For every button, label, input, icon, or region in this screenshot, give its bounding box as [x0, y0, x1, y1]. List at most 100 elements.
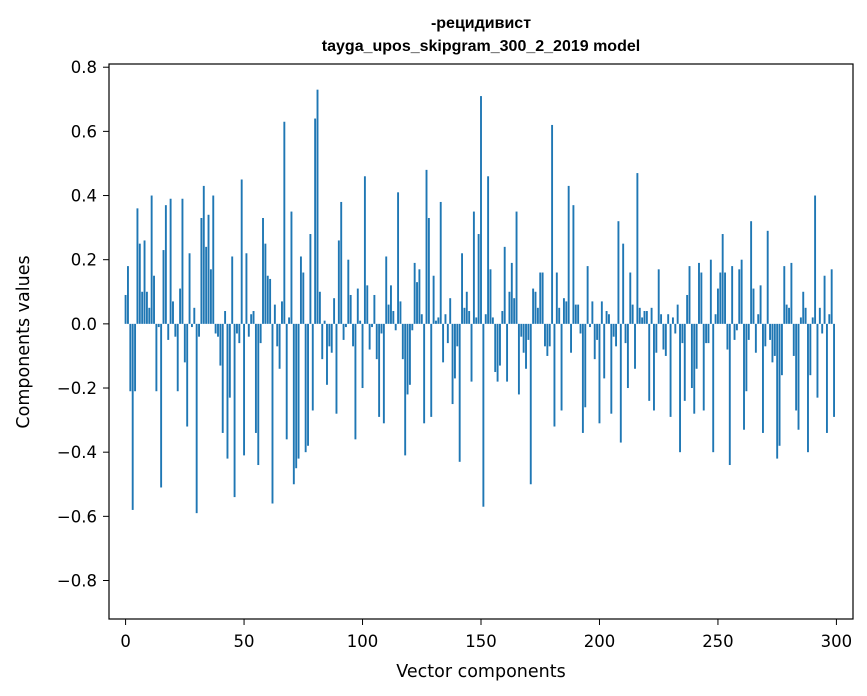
- bar-126: [423, 323, 426, 424]
- bar-4: [134, 323, 137, 392]
- bar-288: [807, 323, 809, 453]
- bar-239: [690, 323, 693, 389]
- bar-5: [136, 208, 139, 324]
- bar-187: [567, 185, 570, 324]
- bar-296: [825, 323, 828, 433]
- bar-3: [131, 323, 134, 510]
- bar-series: [124, 89, 835, 514]
- bar-75: [302, 272, 305, 324]
- bar-23: [179, 288, 182, 324]
- bar-186: [565, 301, 568, 324]
- bar-143: [463, 307, 466, 324]
- bar-49: [240, 179, 243, 324]
- bar-293: [818, 307, 821, 324]
- bar-211: [624, 323, 627, 344]
- bar-223: [653, 323, 655, 411]
- bar-157: [496, 323, 499, 382]
- bar-84: [323, 320, 326, 324]
- bar-260: [740, 259, 743, 324]
- bar-292: [816, 323, 819, 398]
- bar-235: [681, 323, 684, 344]
- bar-96: [352, 323, 354, 347]
- bar-73: [297, 323, 300, 459]
- bar-158: [499, 323, 501, 366]
- x-tick-label: 200: [584, 632, 616, 651]
- bar-290: [811, 317, 814, 324]
- bar-216: [636, 173, 639, 324]
- bar-12: [153, 275, 155, 324]
- bar-37: [212, 195, 215, 324]
- bar-7: [141, 291, 144, 324]
- bar-118: [404, 323, 407, 456]
- bar-246: [707, 323, 710, 344]
- bar-240: [693, 323, 696, 414]
- bar-258: [735, 323, 738, 331]
- bar-50: [243, 323, 246, 456]
- bar-13: [155, 323, 158, 392]
- bar-297: [828, 314, 831, 324]
- bar-71: [292, 323, 295, 485]
- bar-264: [750, 221, 753, 324]
- bar-172: [532, 288, 535, 324]
- bar-57: [259, 323, 262, 344]
- bar-123: [416, 282, 418, 324]
- bar-155: [491, 317, 494, 324]
- bar-174: [536, 307, 539, 324]
- bar-171: [529, 323, 532, 485]
- bar-206: [612, 323, 615, 337]
- bar-222: [650, 307, 653, 324]
- bar-194: [584, 323, 587, 408]
- bar-100: [361, 323, 364, 389]
- bar-149: [477, 234, 480, 324]
- bar-280: [788, 307, 790, 324]
- bar-291: [814, 195, 817, 324]
- bar-25: [183, 323, 186, 363]
- bar-70: [290, 211, 293, 324]
- bar-242: [698, 262, 700, 324]
- bar-1: [127, 266, 129, 324]
- bar-78: [309, 234, 312, 324]
- bar-184: [560, 323, 563, 411]
- bar-14: [157, 323, 160, 328]
- bar-182: [555, 272, 558, 324]
- bar-85: [326, 323, 328, 385]
- bar-139: [453, 323, 456, 379]
- bar-72: [295, 323, 298, 469]
- bar-59: [264, 243, 267, 324]
- bar-42: [224, 311, 227, 324]
- bar-282: [792, 323, 795, 356]
- y-tick-label: 0.6: [71, 122, 97, 141]
- bar-236: [683, 323, 686, 401]
- bar-232: [674, 323, 677, 334]
- bar-167: [520, 323, 523, 337]
- bar-247: [709, 259, 712, 324]
- bar-156: [494, 323, 497, 372]
- bar-17: [164, 205, 167, 324]
- bar-287: [804, 307, 807, 324]
- bar-279: [785, 304, 788, 324]
- bar-231: [671, 317, 674, 324]
- bar-233: [676, 304, 679, 324]
- bar-102: [366, 285, 369, 324]
- bar-125: [420, 314, 423, 324]
- bar-88: [333, 298, 336, 324]
- bar-179: [548, 323, 551, 347]
- bar-238: [688, 266, 691, 324]
- bar-140: [456, 323, 459, 347]
- bar-115: [397, 192, 400, 324]
- bar-0: [124, 294, 127, 324]
- bar-119: [406, 323, 409, 395]
- bar-213: [629, 272, 632, 324]
- bar-22: [176, 323, 179, 392]
- bar-198: [593, 323, 596, 360]
- bar-218: [641, 317, 644, 324]
- bar-95: [349, 294, 352, 324]
- bar-41: [221, 323, 224, 433]
- bar-19: [169, 198, 172, 324]
- bar-112: [390, 285, 392, 324]
- bar-69: [288, 317, 291, 324]
- bar-33: [202, 185, 205, 324]
- bar-275: [776, 323, 779, 459]
- bar-196: [589, 323, 591, 328]
- bar-214: [631, 304, 634, 324]
